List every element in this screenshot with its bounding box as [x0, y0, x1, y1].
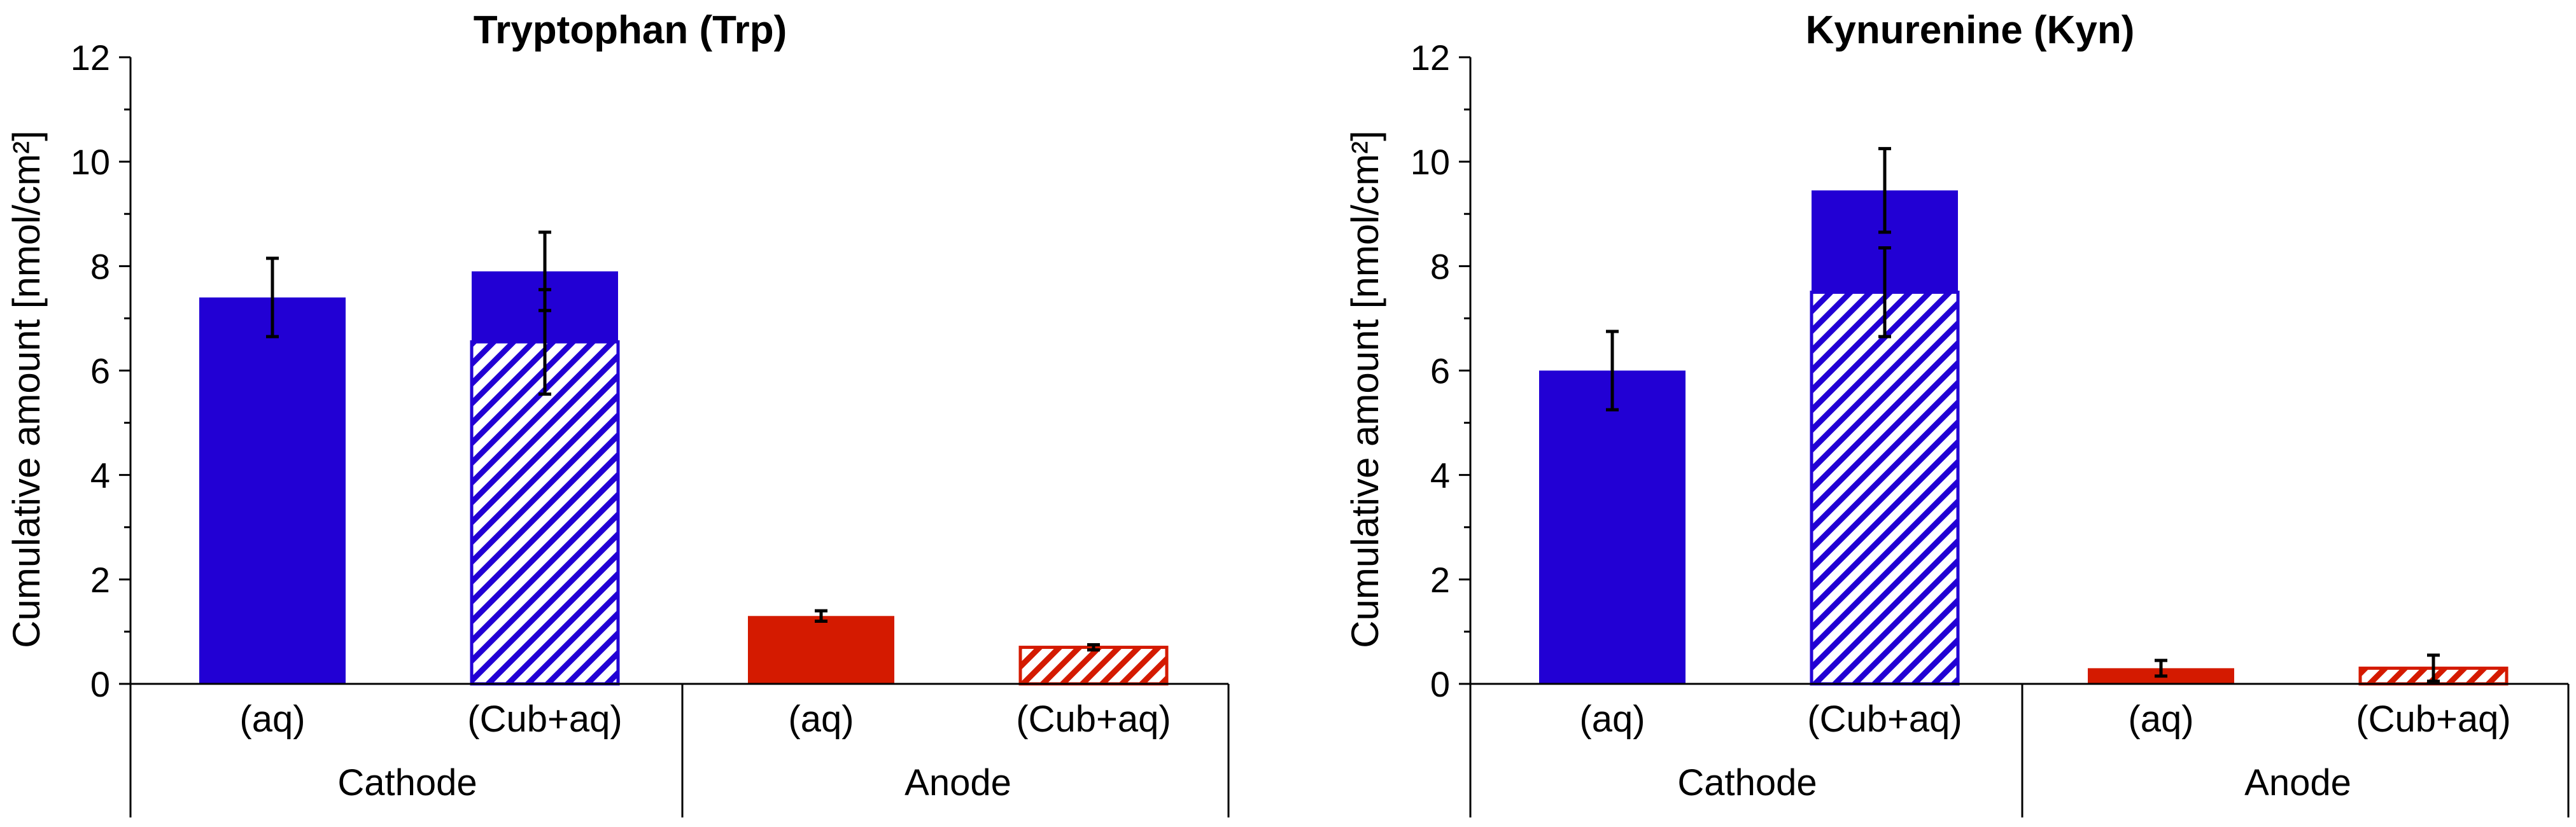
- category-label: (aq): [788, 698, 854, 740]
- y-tick-label: 10: [1411, 142, 1450, 182]
- bar-hatched-segment: [1018, 646, 1169, 686]
- category-label: (Cub+aq): [1807, 698, 1962, 740]
- y-tick-label: 0: [1430, 664, 1450, 704]
- category-label-group: (aq) (Cub+aq) (aq) (Cub+aq) Cathode Anod…: [1579, 698, 2510, 803]
- chart-title: Tryptophan (Trp): [474, 8, 787, 52]
- y-tick-label: 12: [1411, 38, 1450, 78]
- y-tick-label: 10: [71, 142, 110, 182]
- axis-lines: [1469, 57, 2570, 817]
- error-bar-group: [266, 230, 1100, 652]
- category-label: (aq): [2128, 698, 2193, 740]
- y-tick-label: 8: [1430, 246, 1450, 286]
- chart-panel-kyn: Kynurenine (Kyn) Cumulative amount [nmol…: [1344, 8, 2570, 817]
- category-label-group: (aq) (Cub+aq) (aq) (Cub+aq) Cathode Anod…: [239, 698, 1171, 803]
- y-tick-group: 0 2 4 6 8 10 12: [71, 38, 130, 704]
- error-bar-group: [1606, 147, 2440, 683]
- bar: [748, 616, 894, 684]
- bar: [199, 297, 346, 684]
- bar-hatched-segment: [1810, 290, 1960, 686]
- category-label: (Cub+aq): [2356, 698, 2510, 740]
- group-label: Cathode: [1677, 762, 1817, 803]
- category-label: (aq): [239, 698, 305, 740]
- bar-group: [1539, 190, 2509, 686]
- axis-lines: [129, 57, 1230, 817]
- category-label: (aq): [1579, 698, 1645, 740]
- y-tick-label: 2: [90, 560, 110, 600]
- y-tick-label: 4: [1430, 455, 1450, 496]
- category-label: (Cub+aq): [467, 698, 622, 740]
- category-label: (Cub+aq): [1016, 698, 1171, 740]
- y-tick-label: 12: [71, 38, 110, 78]
- bar-group: [199, 271, 1169, 686]
- y-tick-label: 6: [90, 351, 110, 391]
- chart-title: Kynurenine (Kyn): [1806, 8, 2135, 52]
- y-axis-label: Cumulative amount [nmol/cm²]: [1344, 130, 1386, 648]
- group-label: Cathode: [337, 762, 477, 803]
- y-axis-label: Cumulative amount [nmol/cm²]: [5, 130, 48, 648]
- group-label: Anode: [904, 762, 1011, 803]
- y-tick-label: 0: [90, 664, 110, 704]
- y-tick-label: 2: [1430, 560, 1450, 600]
- y-tick-group: 0 2 4 6 8 10 12: [1411, 38, 1470, 704]
- y-tick-label: 6: [1430, 351, 1450, 391]
- chart-panel-trp: Tryptophan (Trp) Cumulative amount [nmol…: [5, 8, 1230, 817]
- y-tick-label: 4: [90, 455, 110, 496]
- bar: [1539, 370, 1686, 684]
- group-label: Anode: [2244, 762, 2351, 803]
- y-tick-label: 8: [90, 246, 110, 286]
